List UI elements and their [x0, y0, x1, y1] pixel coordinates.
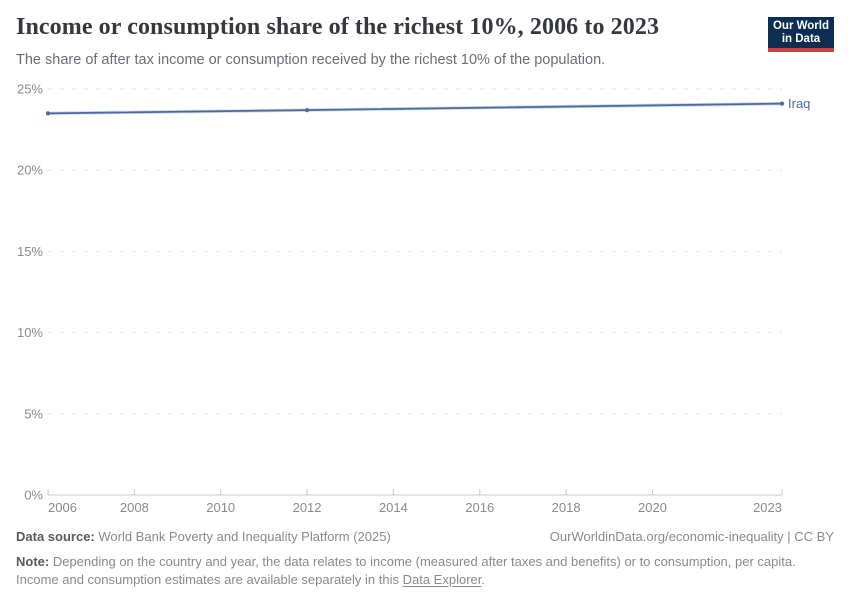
x-tick-label: 2014	[379, 500, 408, 515]
page-title: Income or consumption share of the riche…	[16, 14, 660, 40]
y-tick-label: 25%	[17, 82, 43, 97]
logo-line2: in Data	[781, 32, 821, 45]
owid-logo[interactable]: Our World in Data	[768, 17, 834, 52]
note-text-end: .	[481, 571, 485, 587]
chart-footer: Data source: World Bank Poverty and Ineq…	[16, 529, 834, 589]
x-tick-label: 2016	[465, 500, 494, 515]
y-tick-label: 20%	[17, 163, 43, 178]
x-tick-label: 2006	[48, 500, 77, 515]
data-source-label: Data source:	[16, 529, 95, 544]
note-text: Depending on the country and year, the d…	[16, 554, 796, 587]
series-line-iraq[interactable]	[47, 102, 783, 115]
x-tick-label: 2008	[120, 500, 149, 515]
logo-line1: Our World	[772, 19, 829, 32]
footnote: Note: Depending on the country and year,…	[16, 553, 834, 589]
data-source: Data source: World Bank Poverty and Ineq…	[16, 529, 391, 544]
chart-header: Income or consumption share of the riche…	[16, 14, 834, 69]
data-point[interactable]	[304, 108, 310, 113]
data-point[interactable]	[779, 101, 785, 106]
x-tick-label: 2012	[293, 500, 322, 515]
series-label-iraq[interactable]: Iraq	[788, 96, 810, 111]
data-explorer-link[interactable]: Data Explorer	[402, 571, 482, 587]
y-tick-label: 0%	[24, 488, 43, 503]
x-tick-label: 2020	[638, 500, 667, 515]
y-tick-label: 10%	[17, 325, 43, 340]
x-tick-label: 2023	[753, 500, 782, 515]
attribution-link[interactable]: OurWorldinData.org/economic-inequality |…	[549, 529, 834, 544]
chart-subtitle: The share of after tax income or consump…	[16, 51, 606, 68]
x-tick-label: 2018	[552, 500, 581, 515]
x-tick-label: 2010	[206, 500, 235, 515]
note-label: Note:	[16, 554, 50, 569]
data-source-text: World Bank Poverty and Inequality Platfo…	[94, 529, 391, 544]
y-tick-label: 5%	[24, 406, 43, 421]
data-point[interactable]	[45, 111, 51, 116]
y-tick-label: 15%	[17, 244, 43, 259]
